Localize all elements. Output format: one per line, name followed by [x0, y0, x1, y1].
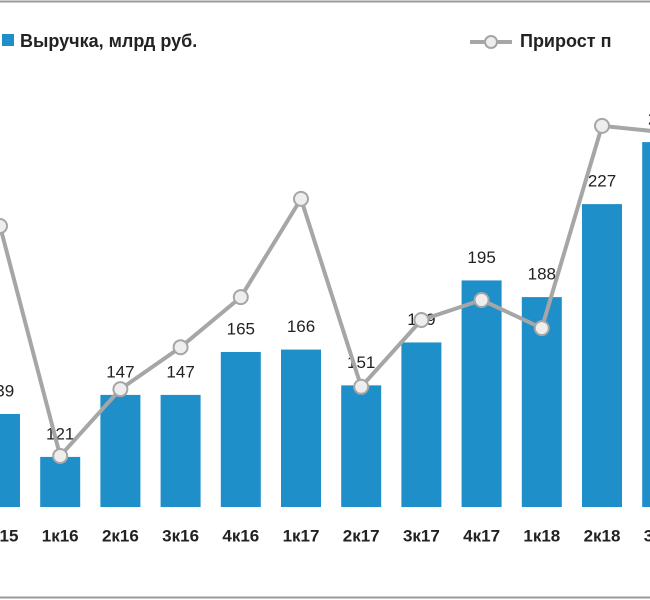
value-label: 253: [648, 110, 650, 129]
x-tick-label: 2к18: [584, 526, 621, 545]
x-tick-label: 4к16: [222, 526, 259, 545]
bar: [281, 349, 321, 507]
value-label: 166: [287, 317, 315, 336]
bar: [100, 394, 141, 507]
line-marker: [293, 190, 309, 207]
x-tick-label: 4к15: [0, 526, 18, 545]
bar: [220, 351, 261, 507]
line-marker: [413, 312, 430, 329]
value-label: 147: [106, 362, 134, 381]
x-tick-label: 1к18: [523, 526, 560, 545]
bar: [461, 280, 502, 507]
legend-swatch: [2, 34, 14, 46]
value-label: 165: [227, 319, 255, 338]
line-marker: [473, 291, 490, 308]
line-marker: [353, 378, 370, 395]
value-label: 227: [588, 172, 616, 191]
x-tick-label: 2к16: [102, 526, 139, 545]
bar: [582, 204, 622, 508]
value-label: 121: [46, 424, 74, 443]
x-tick-label: 3к18: [644, 526, 650, 545]
bar: [40, 456, 81, 507]
legend-marker: [484, 35, 498, 49]
line-marker: [0, 218, 8, 235]
line-marker: [533, 320, 550, 337]
value-label: 195: [467, 248, 495, 267]
line-marker: [52, 447, 69, 464]
line-marker: [232, 289, 249, 306]
bar: [160, 394, 201, 507]
line: [0, 123, 650, 458]
legend-label: Выручка, млрд руб.: [20, 31, 197, 51]
x-tick-label: 3к16: [162, 526, 199, 545]
line-marker: [594, 117, 610, 134]
x-tick-label: 1к16: [42, 526, 79, 545]
x-tick-label: 1к17: [283, 526, 320, 545]
line-marker: [172, 339, 189, 356]
value-label: 147: [166, 362, 194, 381]
legend-label: Прирост п: [520, 31, 611, 51]
x-tick-label: 3к17: [403, 526, 440, 545]
value-label: 188: [528, 265, 556, 284]
bar: [642, 142, 650, 507]
value-label: 139: [0, 381, 14, 400]
x-tick-label: 2к17: [343, 526, 380, 545]
line-marker: [112, 381, 129, 398]
x-tick-label: 4к17: [463, 526, 500, 545]
bar: [341, 385, 382, 507]
bar: [401, 342, 442, 507]
bar: [0, 413, 20, 507]
